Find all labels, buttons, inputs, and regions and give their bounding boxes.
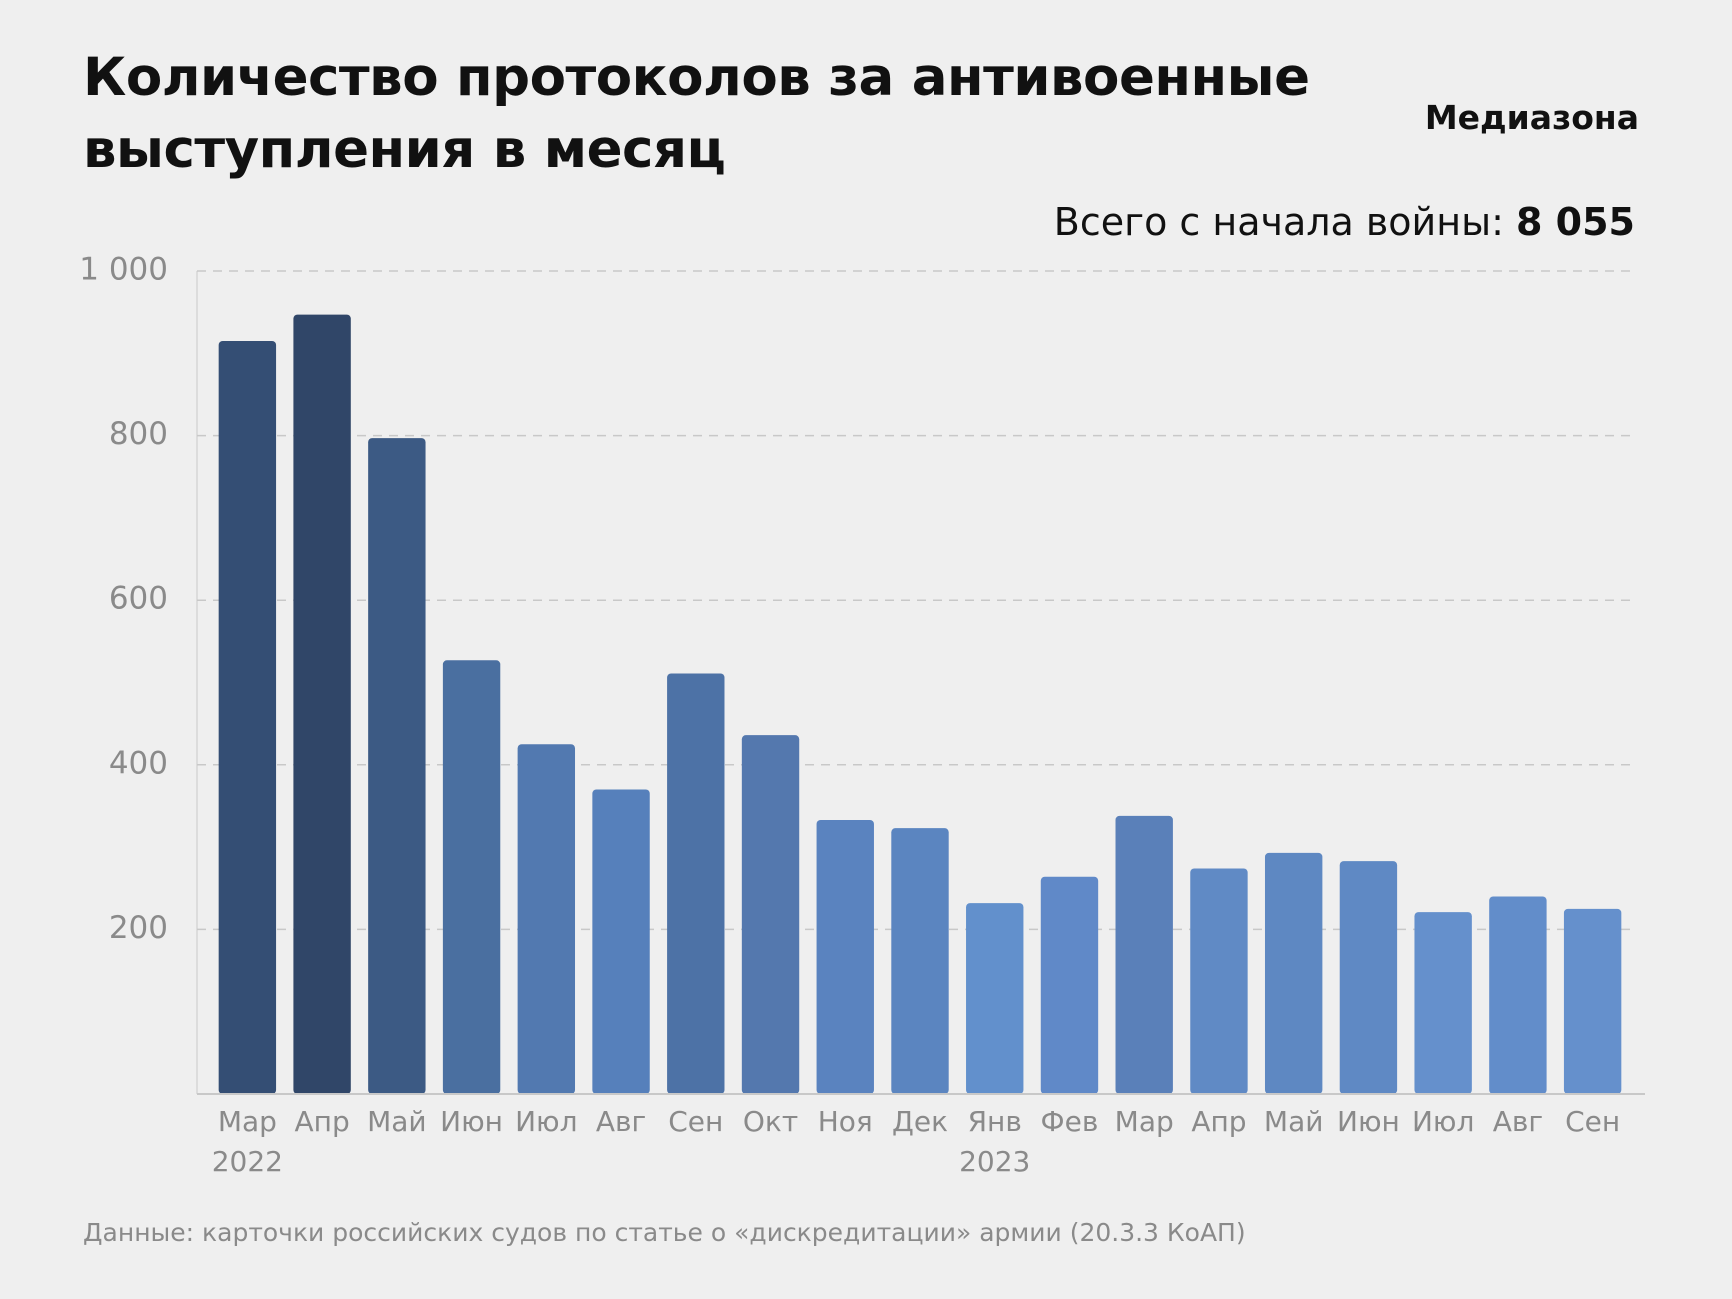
bar [442,660,501,1094]
y-tick-label: 600 [109,581,168,617]
bar [592,789,650,1094]
x-tick-label: Ноя [818,1105,873,1138]
bar [966,903,1024,1094]
x-tick-label: Июл [1412,1105,1474,1138]
bar [218,340,277,1095]
brand: Медиазона [1424,98,1639,137]
bar [1339,861,1398,1094]
total-label: Всего с начала войны: [1053,200,1504,244]
x-tick-label: Мар [1115,1105,1174,1138]
bar [741,735,800,1094]
x-year-label: 2022 [212,1145,283,1178]
chart-title: Количество протоколов за антивоенные выс… [83,47,1310,180]
x-tick-label: Май [367,1105,427,1138]
x-tick-label: Апр [294,1105,349,1138]
bar [816,819,874,1094]
bar [293,314,351,1094]
x-tick-label: Фев [1041,1105,1099,1138]
x-tick-label: Дек [892,1105,948,1138]
x-tick-label: Авг [596,1105,646,1138]
bar [368,438,426,1095]
bar [1190,868,1248,1094]
y-tick-label: 800 [109,416,168,452]
bar [1040,876,1099,1094]
bar [517,744,576,1094]
x-tick-label: Май [1264,1105,1324,1138]
bar [891,828,949,1094]
y-tick-label: 1 000 [79,252,168,288]
bar [1264,852,1323,1094]
bar [1563,908,1622,1094]
x-tick-label: Июн [440,1105,503,1138]
x-tick-label: Июн [1337,1105,1400,1138]
x-tick-label: Мар [218,1105,277,1138]
x-year-label: 2023 [959,1145,1030,1178]
x-tick-label: Сен [668,1105,723,1138]
x-tick-label: Авг [1493,1105,1543,1138]
y-tick-label: 200 [109,910,168,946]
bar [667,673,725,1094]
chart: 200 400 600 800 1 000 Мар 2022 Апр Май Июн Июл Авг С… [79,252,1645,1178]
bar [1489,896,1547,1094]
bar [1414,912,1472,1094]
source-note: Данные: карточки российских судов по ста… [83,1218,1246,1247]
x-tick-label: Янв [968,1105,1022,1138]
total-value: 8 055 [1516,200,1635,244]
y-tick-label: 400 [109,745,168,781]
x-tick-label: Июл [515,1105,577,1138]
bar [1115,815,1173,1094]
x-tick-label: Окт [743,1105,798,1138]
total: Всего с начала войны: 8 055 [1054,200,1635,244]
x-tick-label: Апр [1191,1105,1246,1138]
x-tick-label: Сен [1565,1105,1620,1138]
